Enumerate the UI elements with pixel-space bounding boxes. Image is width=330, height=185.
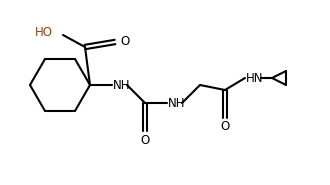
Text: NH: NH — [168, 97, 185, 110]
Text: O: O — [220, 120, 230, 134]
Text: O: O — [140, 134, 149, 147]
Text: HO: HO — [35, 26, 53, 38]
Text: NH: NH — [113, 78, 130, 92]
Text: O: O — [120, 34, 129, 48]
Text: HN: HN — [246, 71, 263, 85]
